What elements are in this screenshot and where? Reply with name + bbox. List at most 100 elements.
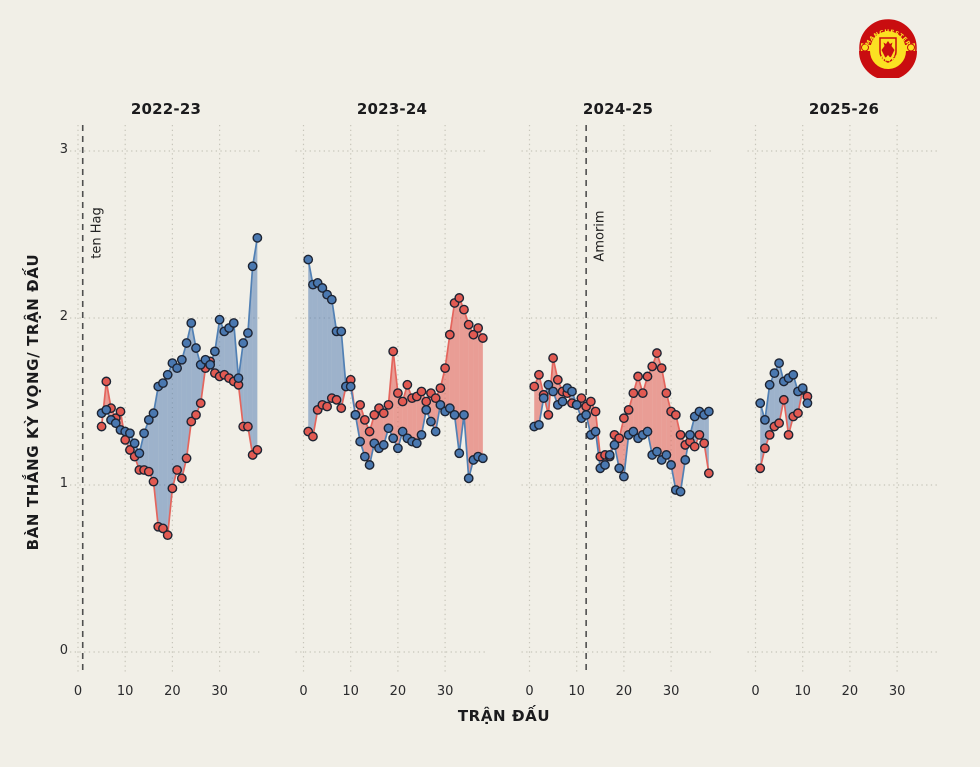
data-point-blue <box>600 460 610 470</box>
data-point-red <box>670 409 681 420</box>
data-point-red <box>181 453 192 464</box>
data-point-blue <box>426 416 436 427</box>
area-fill-blue <box>317 282 323 410</box>
data-point-red <box>125 445 135 455</box>
data-point-red <box>172 465 183 475</box>
data-point-blue <box>581 409 592 420</box>
data-point-red <box>661 388 672 399</box>
area-fill-blue <box>327 294 332 407</box>
data-point-red <box>191 409 201 420</box>
data-point-blue <box>764 379 775 390</box>
area-fill-red <box>379 408 384 449</box>
data-point-red <box>143 466 154 477</box>
data-point-blue <box>378 440 389 450</box>
data-point-red <box>359 414 370 425</box>
data-point-blue <box>238 338 249 348</box>
data-point-blue <box>788 369 799 380</box>
data-point-blue <box>571 399 582 410</box>
data-point-blue <box>214 314 225 325</box>
data-point-red <box>619 413 629 424</box>
data-point-blue <box>383 423 394 434</box>
data-point-red <box>162 530 173 540</box>
data-point-red <box>96 421 107 432</box>
data-point-blue <box>162 369 173 380</box>
data-point-blue <box>205 359 216 370</box>
data-point-red <box>656 363 667 373</box>
data-point-red <box>176 473 187 484</box>
crest-left-football-icon <box>861 43 869 52</box>
data-point-blue <box>614 463 625 474</box>
data-point-red <box>764 429 775 440</box>
data-point-blue <box>191 343 201 353</box>
data-point-red <box>642 371 653 382</box>
data-point-red <box>633 371 643 382</box>
data-point-blue <box>397 426 408 437</box>
data-point-blue <box>538 393 549 404</box>
data-point-red <box>416 386 427 397</box>
area-fill-red <box>656 353 662 460</box>
data-point-blue <box>247 261 258 272</box>
data-point-blue <box>233 373 244 384</box>
data-point-red <box>675 429 686 440</box>
data-point-red <box>392 388 403 399</box>
data-point-blue <box>110 418 121 429</box>
area-fill-blue <box>322 287 328 407</box>
data-point-red <box>252 445 263 455</box>
area-fill-blue <box>177 359 182 479</box>
data-point-red <box>369 409 380 420</box>
annotation-ten-hag: ten Hag <box>89 207 105 259</box>
area-fill-blue <box>148 413 154 482</box>
data-point-red <box>115 406 126 417</box>
area-fill-blue <box>162 374 168 536</box>
y-axis-title: BÀN THẮNG KỲ VỌNG/ TRẬN ĐẤU <box>24 253 42 551</box>
data-point-red <box>585 396 596 407</box>
data-point-blue <box>459 409 469 420</box>
data-point-blue <box>435 399 446 410</box>
data-point-red <box>388 346 399 357</box>
data-point-red <box>322 401 332 412</box>
data-point-red <box>195 398 206 409</box>
data-point-blue <box>421 404 432 415</box>
data-point-blue <box>359 451 370 462</box>
data-point-blue <box>449 409 460 420</box>
data-point-blue <box>317 283 328 293</box>
area-fill-red <box>652 353 657 455</box>
data-point-red <box>477 333 488 343</box>
data-point-blue <box>125 428 135 439</box>
panel-title-2024-25: 2024-25 <box>582 100 654 118</box>
data-point-blue <box>802 398 813 409</box>
area-fill-red <box>473 328 479 460</box>
data-point-red <box>459 304 469 315</box>
area-fill-blue <box>243 333 248 427</box>
data-point-blue <box>158 378 168 389</box>
data-point-red <box>543 409 554 420</box>
data-point-blue <box>666 460 676 470</box>
data-point-red <box>703 468 714 479</box>
data-point-blue <box>129 438 140 449</box>
data-point-blue <box>652 446 662 457</box>
data-point-blue <box>567 386 577 397</box>
data-point-blue <box>477 453 488 464</box>
data-point-red <box>778 394 789 405</box>
data-point-red <box>628 388 639 399</box>
crest-bottom-banner <box>859 50 917 78</box>
data-point-red <box>548 353 558 363</box>
manchester-united-crest: MANCHESTER UNITED <box>859 19 917 78</box>
data-point-red <box>699 438 710 449</box>
data-point-red <box>243 421 253 432</box>
data-point-red <box>534 369 544 380</box>
area-fill-blue <box>336 331 342 409</box>
data-point-red <box>430 393 441 404</box>
area-fill-red <box>478 328 483 459</box>
data-point-blue <box>228 318 239 328</box>
data-point-blue <box>463 473 474 484</box>
data-point-blue <box>769 368 780 379</box>
data-point-red <box>364 426 375 437</box>
area-fill-blue <box>312 282 318 437</box>
area-fill-red <box>412 396 417 444</box>
data-point-blue <box>355 436 366 447</box>
area-fill-blue <box>774 363 780 427</box>
area-fill-red <box>393 351 398 449</box>
data-point-red <box>158 523 168 534</box>
